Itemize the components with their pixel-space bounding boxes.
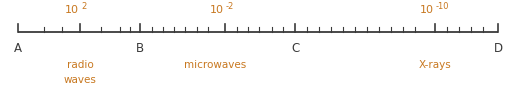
Text: X-rays: X-rays [419,60,452,70]
Text: C: C [291,42,299,55]
Text: 10: 10 [420,5,434,15]
Text: A: A [14,42,22,55]
Text: 2: 2 [81,2,86,11]
Text: B: B [136,42,144,55]
Text: -2: -2 [226,2,234,11]
Text: radio: radio [67,60,93,70]
Text: waves: waves [63,75,96,85]
Text: microwaves: microwaves [184,60,246,70]
Text: -10: -10 [436,2,450,11]
Text: 10: 10 [65,5,79,15]
Text: 10: 10 [210,5,224,15]
Text: D: D [494,42,503,55]
